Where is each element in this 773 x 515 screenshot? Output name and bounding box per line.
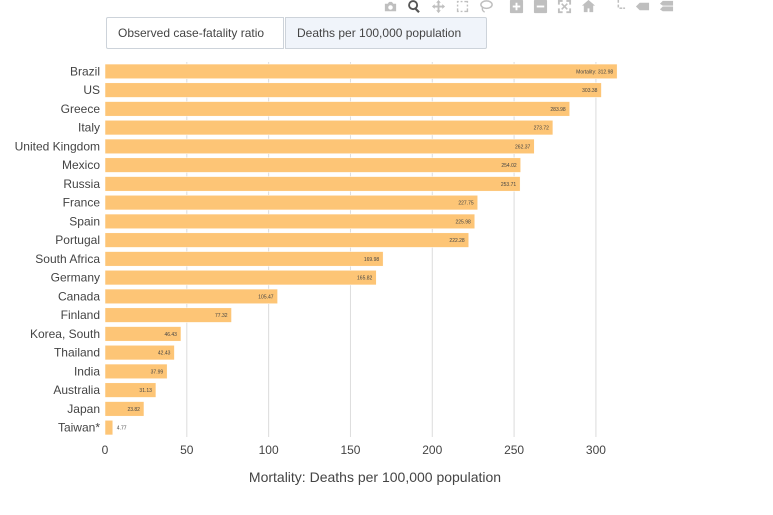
bar <box>104 288 278 304</box>
value-label: 222.28 <box>449 238 465 244</box>
value-label: 23.82 <box>127 407 140 413</box>
category-label: India <box>74 364 100 378</box>
x-axis-title: Mortality: Deaths per 100,000 population <box>249 469 501 485</box>
category-label: Australia <box>53 383 100 397</box>
bar <box>104 63 618 79</box>
autoscale-icon[interactable] <box>554 0 575 15</box>
metric-tabs: Observed case-fatality ratio Deaths per … <box>106 17 487 49</box>
bar <box>104 363 168 379</box>
value-label: 303.38 <box>582 88 598 94</box>
bar <box>104 232 469 248</box>
camera-icon[interactable] <box>380 0 401 15</box>
value-label: 105.47 <box>258 294 274 300</box>
bar <box>104 251 384 267</box>
value-label: 31.13 <box>139 388 152 394</box>
bar <box>104 195 478 211</box>
value-label: 262.37 <box>515 144 531 150</box>
category-label: Korea, South <box>30 327 100 341</box>
chart-modebar <box>380 0 677 17</box>
category-label: Spain <box>69 214 100 228</box>
value-label: 77.32 <box>215 313 228 319</box>
bar <box>104 345 175 361</box>
category-label: Canada <box>58 289 100 303</box>
value-label: Mortality: 312.98 <box>576 69 613 75</box>
category-label: United Kingdom <box>15 139 100 153</box>
box-select-icon[interactable] <box>452 0 473 15</box>
bar <box>104 307 232 323</box>
value-label: 283.98 <box>550 107 566 113</box>
value-label: 165.82 <box>357 276 373 282</box>
value-label: 227.75 <box>458 201 474 207</box>
value-label: 273.72 <box>534 126 550 132</box>
bar <box>104 213 476 229</box>
bar <box>104 420 114 436</box>
lasso-select-icon[interactable] <box>476 0 497 15</box>
category-label: Taiwan* <box>58 421 100 435</box>
value-label: 253.71 <box>501 182 517 188</box>
hover-closest-icon[interactable] <box>632 0 653 15</box>
x-tick-label: 150 <box>340 443 360 457</box>
bar <box>104 138 535 154</box>
value-label: 46.43 <box>164 332 177 338</box>
x-tick-label: 100 <box>259 443 279 457</box>
bar <box>104 120 554 136</box>
category-label: South Africa <box>35 252 100 266</box>
category-label: France <box>63 196 101 210</box>
bar <box>104 401 145 417</box>
pan-icon[interactable] <box>428 0 449 15</box>
bar <box>104 176 521 192</box>
x-tick-label: 50 <box>180 443 194 457</box>
category-label: Greece <box>61 102 101 116</box>
category-label: Mexico <box>62 158 100 172</box>
category-label: Thailand <box>54 346 100 360</box>
value-label: 42.43 <box>158 351 171 357</box>
x-tick-label: 250 <box>504 443 524 457</box>
category-label: Russia <box>63 177 100 191</box>
value-label: 254.02 <box>501 163 517 169</box>
zoom-icon[interactable] <box>404 0 425 15</box>
category-label: Portugal <box>55 233 100 247</box>
category-label: Finland <box>61 308 100 322</box>
tab-case-fatality-ratio[interactable]: Observed case-fatality ratio <box>106 17 284 49</box>
category-label: Japan <box>67 402 100 416</box>
category-label: Germany <box>51 271 100 285</box>
value-label: 37.99 <box>151 369 164 375</box>
bar <box>104 157 521 173</box>
bar <box>104 326 182 342</box>
category-label: Brazil <box>70 64 100 78</box>
reset-axes-icon[interactable] <box>578 0 599 15</box>
value-label: 225.98 <box>455 219 471 225</box>
bar <box>104 82 602 98</box>
category-label: US <box>83 83 100 97</box>
bar <box>104 101 570 117</box>
tab-deaths-per-100k[interactable]: Deaths per 100,000 population <box>285 17 487 49</box>
x-tick-label: 300 <box>586 443 606 457</box>
category-label: Italy <box>78 121 100 135</box>
spike-lines-icon[interactable] <box>608 0 629 15</box>
zoom-out-icon[interactable] <box>530 0 551 15</box>
bar <box>104 382 157 398</box>
x-tick-label: 200 <box>422 443 442 457</box>
value-label: 4.77 <box>117 426 127 432</box>
value-label: 169.98 <box>364 257 380 263</box>
bar <box>104 270 377 286</box>
x-tick-label: 0 <box>102 443 109 457</box>
hover-compare-icon[interactable] <box>656 0 677 15</box>
zoom-in-icon[interactable] <box>506 0 527 15</box>
